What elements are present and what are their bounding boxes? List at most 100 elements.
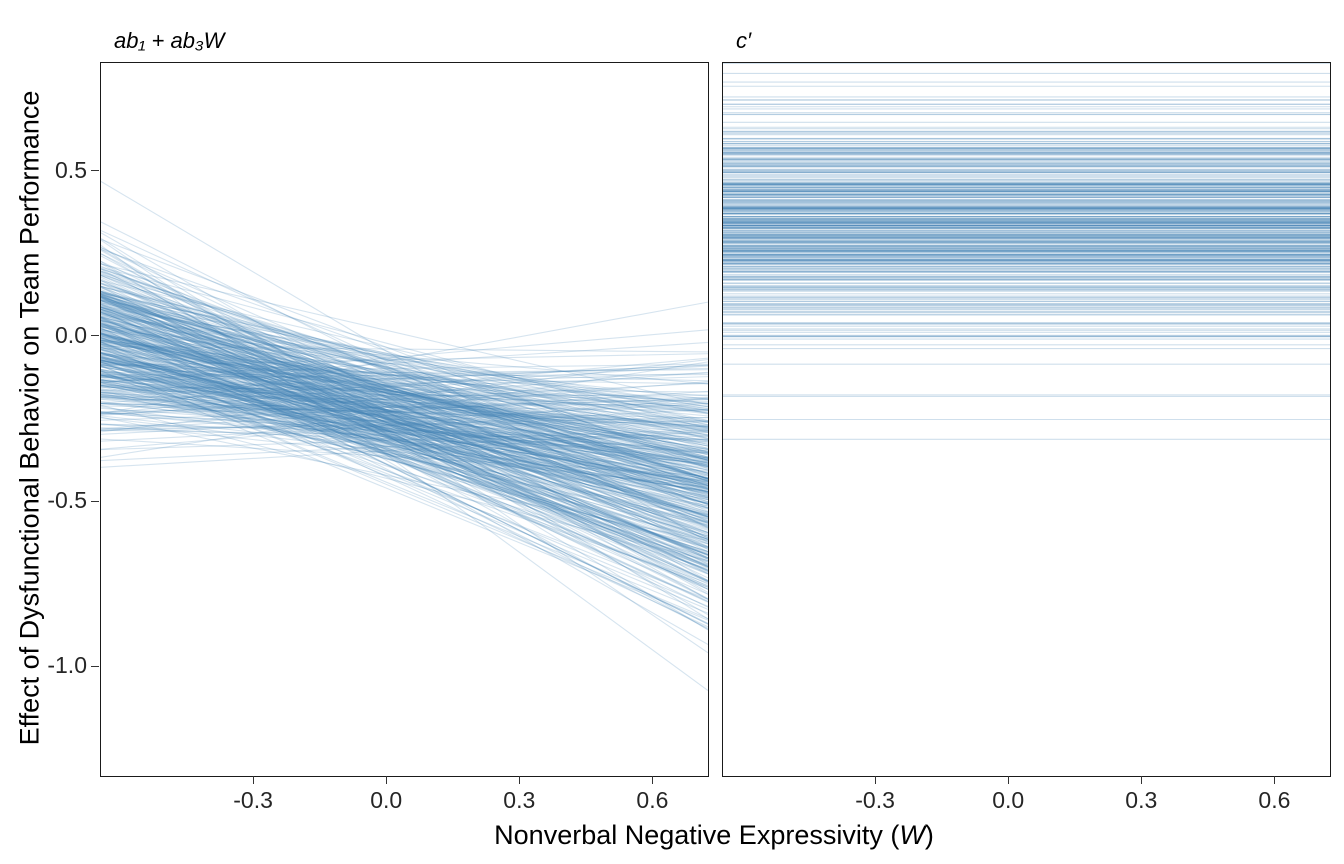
posterior-draw-line xyxy=(101,381,708,466)
posterior-draw-line xyxy=(101,255,708,575)
posterior-draw-line xyxy=(101,411,708,454)
y-axis-tick-label: -1.0 xyxy=(47,652,87,679)
posterior-draw-line xyxy=(101,341,708,447)
posterior-draw-line xyxy=(101,329,708,384)
posterior-draw-line xyxy=(101,290,708,506)
posterior-draw-line xyxy=(101,292,708,421)
posterior-draw-line xyxy=(101,297,708,447)
posterior-draw-line xyxy=(101,314,708,408)
posterior-draw-line xyxy=(101,291,708,487)
posterior-draw-line xyxy=(101,333,708,523)
posterior-draw-line xyxy=(101,308,708,529)
panel-title-indirect-effect: ab₁ + ab₃W xyxy=(114,28,225,53)
posterior-draw-line xyxy=(101,315,708,524)
posterior-draw-line xyxy=(101,249,708,595)
posterior-draw-line xyxy=(101,323,708,464)
y-axis-tick-label: -0.5 xyxy=(47,487,87,514)
x-axis-tick-label: 0.0 xyxy=(992,787,1025,813)
posterior-draw-line xyxy=(101,374,708,508)
posterior-draw-line xyxy=(101,238,708,470)
posterior-draw-line xyxy=(101,382,708,497)
posterior-draw-line xyxy=(101,280,708,560)
posterior-draw-line xyxy=(101,298,708,480)
posterior-draw-line xyxy=(101,389,708,504)
posterior-draw-line xyxy=(101,385,708,483)
posterior-draw-line xyxy=(101,364,708,516)
posterior-draw-line xyxy=(101,317,708,534)
posterior-draw-line xyxy=(101,301,708,415)
posterior-draw-line xyxy=(101,247,708,512)
posterior-draw-line xyxy=(101,294,708,567)
posterior-draw-line xyxy=(101,387,708,501)
posterior-draw-line xyxy=(101,292,708,524)
posterior-draw-line xyxy=(101,423,708,488)
posterior-draw-line xyxy=(101,415,708,481)
posterior-draw-line xyxy=(101,300,708,460)
posterior-draw-line xyxy=(101,309,708,484)
x-axis-tick-mark xyxy=(1273,776,1275,784)
posterior-draw-line xyxy=(101,299,708,414)
posterior-draw-line xyxy=(101,270,708,527)
posterior-draw-line xyxy=(101,359,708,409)
posterior-draw-line xyxy=(101,323,708,461)
posterior-draw-line xyxy=(101,310,708,571)
posterior-draw-line xyxy=(101,378,708,523)
posterior-draw-line xyxy=(101,239,708,654)
posterior-draw-line xyxy=(101,374,708,428)
posterior-draw-line xyxy=(101,363,708,481)
posterior-draw-line xyxy=(101,370,708,584)
posterior-draw-line xyxy=(101,265,708,529)
posterior-draw-line xyxy=(101,397,708,421)
posterior-draw-line xyxy=(101,339,708,415)
posterior-draw-line xyxy=(101,324,708,426)
posterior-draw-line xyxy=(101,381,708,430)
posterior-draw-line xyxy=(101,376,708,426)
posterior-draw-line xyxy=(101,345,708,468)
posterior-draw-line xyxy=(101,232,708,582)
posterior-draw-line xyxy=(101,308,708,590)
posterior-draw-line xyxy=(101,427,708,452)
posterior-draw-line xyxy=(101,278,708,559)
x-axis-tick-label: -0.3 xyxy=(855,787,895,813)
posterior-draw-line xyxy=(101,375,708,499)
posterior-draw-line xyxy=(101,326,708,422)
posterior-draw-line xyxy=(101,356,708,490)
posterior-draw-line xyxy=(101,373,708,378)
posterior-draw-line xyxy=(101,342,708,566)
posterior-draw-line xyxy=(101,363,708,516)
posterior-draw-line xyxy=(101,272,708,522)
posterior-draw-line xyxy=(101,323,708,533)
posterior-draw-line xyxy=(101,290,708,560)
posterior-draw-line xyxy=(101,394,708,493)
posterior-draw-line xyxy=(101,326,708,468)
posterior-draw-line xyxy=(101,320,708,513)
posterior-draw-line xyxy=(101,352,708,556)
posterior-draw-line xyxy=(101,430,708,462)
posterior-draw-line xyxy=(101,320,708,411)
posterior-draw-line xyxy=(101,402,708,413)
posterior-draw-line xyxy=(101,402,708,422)
posterior-draw-line xyxy=(101,382,708,485)
posterior-draw-line xyxy=(101,407,708,452)
posterior-draw-line xyxy=(101,353,708,404)
posterior-draw-line xyxy=(101,291,708,480)
posterior-draw-line xyxy=(101,285,708,461)
posterior-draw-line xyxy=(101,360,708,441)
x-axis-tick-label: 0.6 xyxy=(636,787,669,813)
posterior-draw-line xyxy=(101,343,708,628)
posterior-draw-line xyxy=(101,338,708,545)
posterior-draw-line xyxy=(101,336,708,588)
posterior-draw-line xyxy=(101,332,708,590)
posterior-draw-line xyxy=(101,429,708,451)
posterior-draw-line xyxy=(101,293,708,490)
posterior-draw-line xyxy=(101,333,708,454)
posterior-draw-line xyxy=(101,380,708,549)
posterior-draw-line xyxy=(101,359,708,479)
posterior-draw-line xyxy=(101,373,708,510)
posterior-draw-line xyxy=(101,357,708,414)
posterior-draw-line xyxy=(101,221,708,529)
posterior-draw-line xyxy=(101,359,708,528)
posterior-draw-line xyxy=(101,393,708,454)
posterior-draw-line xyxy=(101,303,708,533)
posterior-draw-line xyxy=(101,306,708,501)
